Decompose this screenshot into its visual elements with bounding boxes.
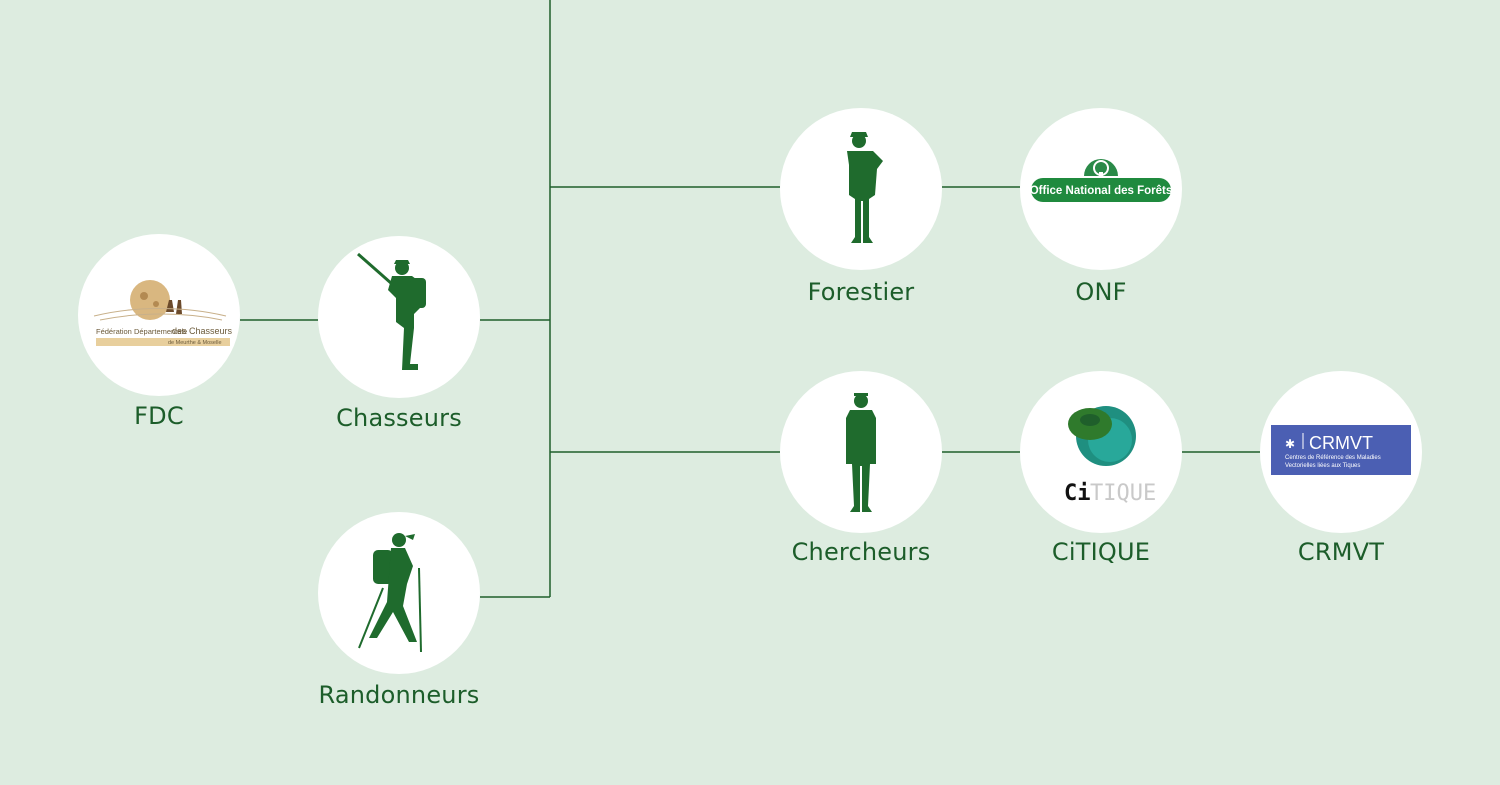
chasseurs-node[interactable] <box>318 236 480 398</box>
hiker-silhouette-icon <box>358 533 422 653</box>
onf-label: ONF <box>1075 278 1127 306</box>
randonneurs-label: Randonneurs <box>318 681 480 709</box>
crmvt-label: CRMVT <box>1297 538 1385 566</box>
chercheurs-label: Chercheurs <box>791 538 931 566</box>
citique-logo: Ci TIQUE <box>1064 406 1156 506</box>
forester-silhouette-icon <box>847 132 883 243</box>
crmvt-mark-icon: ✱ <box>1285 437 1295 451</box>
fdc-logo-line3: de Meurthe & Moselle <box>168 340 222 346</box>
forestier-label: Forestier <box>807 278 915 306</box>
crmvt-logo-sub2: Vectorielles liées aux Tiques <box>1285 463 1360 469</box>
crmvt-logo-title: CRMVT <box>1309 433 1373 453</box>
fdc-logo-line2: des Chasseurs <box>172 326 233 336</box>
citique-logo-ci: Ci <box>1064 481 1091 506</box>
researcher-silhouette-icon <box>846 393 876 512</box>
citique-node[interactable]: Ci TIQUE <box>1020 371 1182 533</box>
chercheurs-node[interactable] <box>780 371 942 533</box>
fdc-node[interactable]: Fédération Départementale des Chasseurs … <box>78 234 240 396</box>
crmvt-node[interactable]: ✱ CRMVT Centres de Référence des Maladie… <box>1260 371 1422 533</box>
crmvt-logo-sub1: Centres de Référence des Maladies <box>1285 455 1381 461</box>
onf-node[interactable]: Office National des Forêts <box>1020 108 1182 270</box>
randonneurs-node[interactable] <box>318 512 480 674</box>
onf-logo: Office National des Forêts <box>1030 159 1173 202</box>
onf-logo-text: Office National des Forêts <box>1030 185 1173 197</box>
forestier-node[interactable] <box>780 108 942 270</box>
fdc-logo: Fédération Départementale des Chasseurs … <box>93 280 233 346</box>
fdc-label: FDC <box>134 402 184 430</box>
fdc-logo-line1: Fédération Départementale <box>96 327 187 336</box>
crmvt-logo: ✱ CRMVT Centres de Référence des Maladie… <box>1271 425 1411 475</box>
citique-label: CiTIQUE <box>1051 538 1151 566</box>
hunter-silhouette-icon <box>357 252 426 370</box>
chasseurs-label: Chasseurs <box>336 404 462 432</box>
citique-logo-tique: TIQUE <box>1090 481 1156 506</box>
